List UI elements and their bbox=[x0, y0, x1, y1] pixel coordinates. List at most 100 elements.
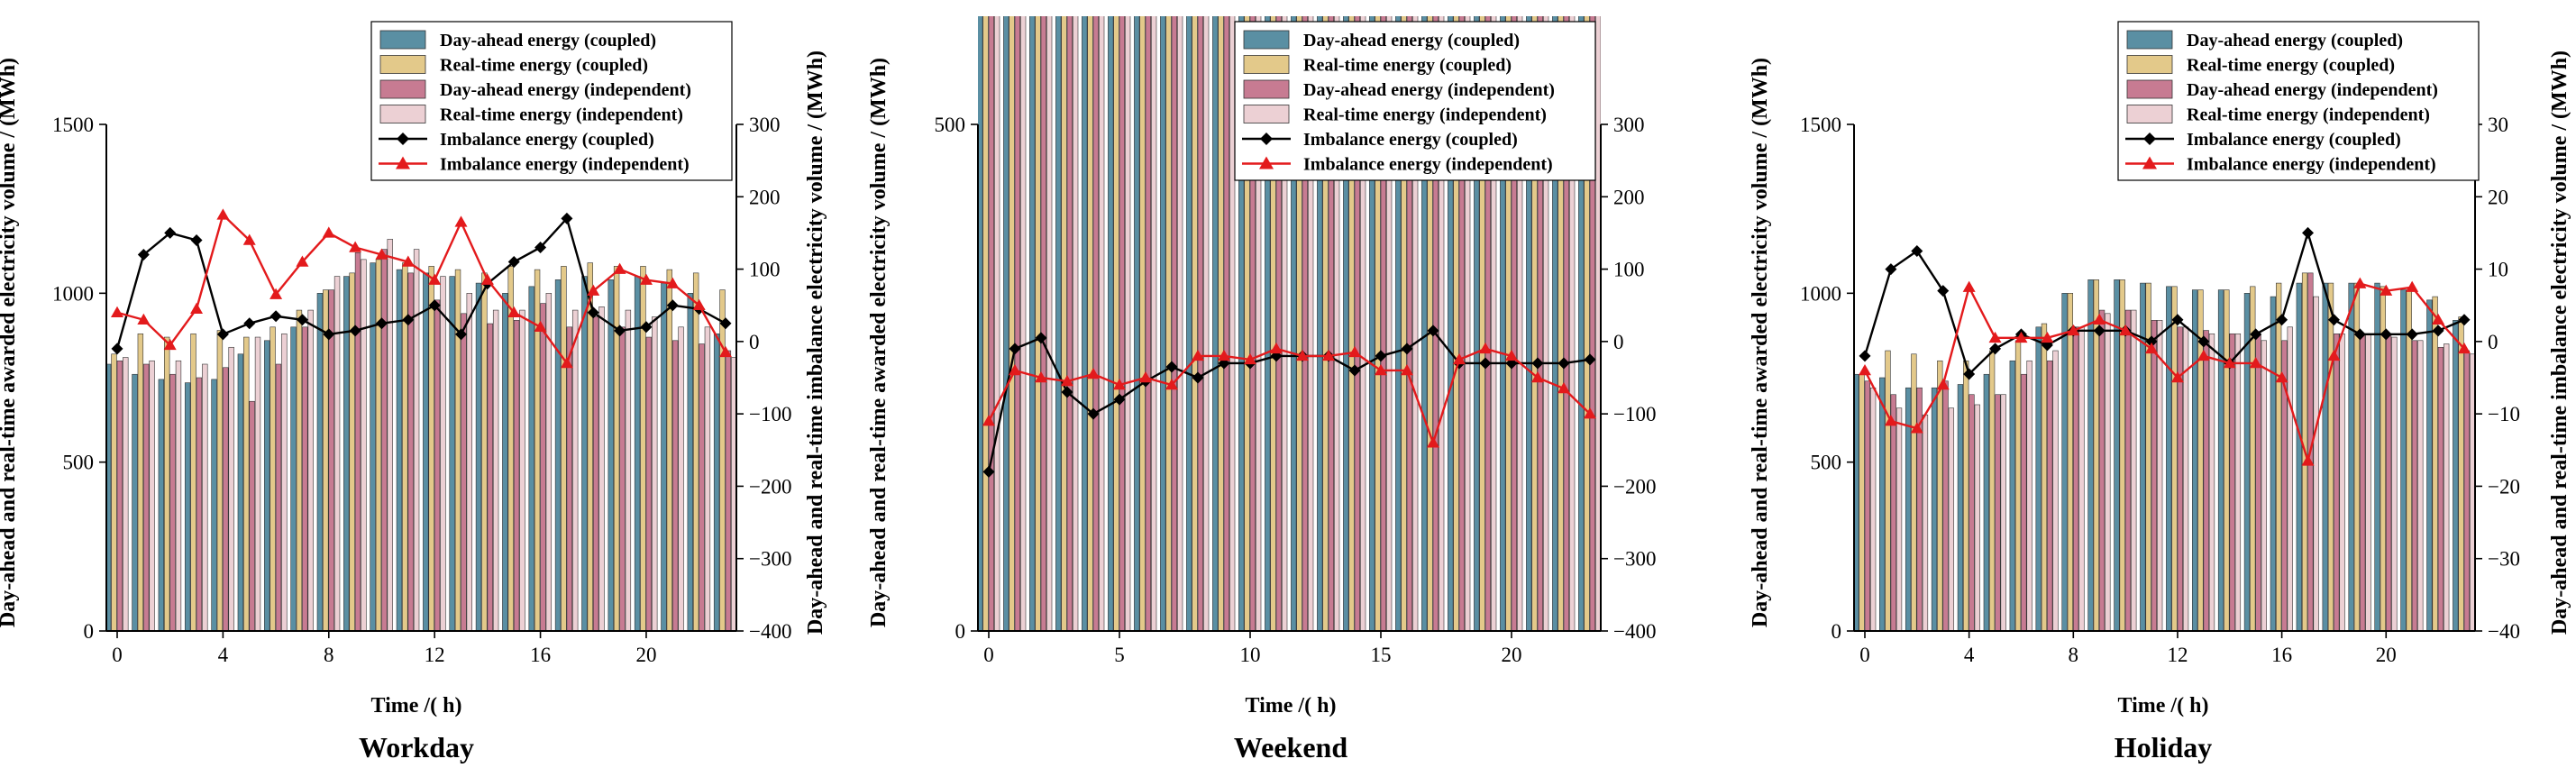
bar bbox=[1108, 16, 1114, 631]
bar bbox=[513, 320, 520, 631]
y2-tick-label: −300 bbox=[749, 548, 791, 571]
data-point bbox=[666, 277, 680, 288]
bar bbox=[1066, 16, 1073, 631]
data-point bbox=[1087, 407, 1100, 420]
bar bbox=[466, 293, 472, 631]
bar bbox=[106, 363, 112, 631]
data-point bbox=[1884, 415, 1897, 426]
y2-tick-label: −30 bbox=[2488, 548, 2520, 571]
x-tick-label: 4 bbox=[218, 644, 229, 666]
data-point bbox=[719, 345, 732, 358]
data-point bbox=[1937, 285, 1950, 297]
bar bbox=[1412, 16, 1419, 631]
bar bbox=[1543, 16, 1549, 631]
data-point bbox=[1322, 349, 1335, 361]
data-point bbox=[2353, 328, 2366, 341]
bar bbox=[1537, 16, 1543, 631]
data-point bbox=[2275, 371, 2288, 383]
bar bbox=[1531, 16, 1538, 631]
bar bbox=[249, 400, 255, 631]
data-point bbox=[1531, 371, 1544, 383]
bar bbox=[2296, 282, 2302, 631]
data-point bbox=[2093, 313, 2106, 325]
y-tick-label: 0 bbox=[84, 620, 95, 643]
data-point bbox=[1885, 263, 1897, 276]
bar bbox=[1931, 387, 1938, 631]
y-tick-label: 500 bbox=[1811, 452, 1842, 474]
bar bbox=[2131, 309, 2137, 631]
bar bbox=[692, 272, 699, 631]
bar bbox=[598, 306, 605, 631]
legend-swatch bbox=[1243, 79, 1290, 99]
bar bbox=[2166, 286, 2172, 631]
bar bbox=[175, 360, 182, 631]
bar bbox=[2021, 373, 2027, 631]
bar bbox=[2453, 320, 2459, 631]
bar bbox=[307, 309, 314, 631]
x-axis-label: Time /( h) bbox=[371, 694, 462, 718]
bar bbox=[1988, 350, 1996, 631]
line-series-group bbox=[982, 325, 1596, 478]
x-tick-label: 16 bbox=[2271, 644, 2292, 666]
bar bbox=[1145, 16, 1151, 631]
y2-tick-label: 200 bbox=[1613, 186, 1645, 208]
data-point bbox=[137, 249, 150, 261]
bar bbox=[1029, 16, 1036, 631]
data-point bbox=[1139, 371, 1152, 383]
bar bbox=[1203, 16, 1210, 631]
y2-tick-label: −400 bbox=[749, 620, 791, 643]
bar bbox=[343, 276, 350, 631]
data-point bbox=[1244, 352, 1256, 365]
bar bbox=[1969, 394, 1975, 631]
bar bbox=[216, 330, 224, 631]
bar bbox=[1491, 16, 1497, 631]
y-axis-label: Day-ahead and real-time awarded electric… bbox=[1749, 58, 1772, 627]
bar bbox=[2124, 309, 2132, 631]
data-point bbox=[163, 338, 177, 351]
bar bbox=[2458, 316, 2464, 631]
bar bbox=[1249, 16, 1256, 631]
legend-label: Real-time energy (independent) bbox=[2187, 105, 2430, 125]
bar bbox=[2224, 289, 2230, 631]
bar bbox=[1046, 16, 1053, 631]
data-point bbox=[1963, 368, 1976, 380]
bar bbox=[1369, 16, 1375, 631]
data-point bbox=[190, 233, 203, 246]
bar bbox=[1055, 16, 1062, 631]
bar bbox=[2035, 326, 2042, 631]
legend-label: Real-time energy (coupled) bbox=[1303, 56, 1512, 76]
y2-tick-label: −200 bbox=[749, 475, 791, 498]
y-tick-label: 0 bbox=[955, 620, 966, 643]
bar bbox=[1421, 16, 1428, 631]
x-tick-label: 8 bbox=[324, 644, 334, 666]
bar bbox=[1282, 16, 1288, 631]
legend-swatch bbox=[379, 55, 426, 74]
data-point bbox=[454, 215, 468, 227]
data-point bbox=[1962, 280, 1976, 292]
bar bbox=[671, 340, 679, 631]
bar bbox=[2250, 286, 2256, 631]
y-tick-label: 1500 bbox=[52, 114, 94, 136]
data-point bbox=[2197, 349, 2210, 361]
bar bbox=[1406, 16, 1412, 631]
bar bbox=[592, 316, 599, 631]
y2-axis-label: Day-ahead and real-time imbalance electr… bbox=[2548, 50, 2571, 635]
data-point bbox=[243, 317, 256, 330]
bar bbox=[137, 333, 144, 631]
bar bbox=[2243, 293, 2251, 631]
data-point bbox=[982, 465, 995, 478]
legend-label: Imbalance energy (coupled) bbox=[440, 130, 654, 150]
bar bbox=[1983, 373, 1989, 631]
bar bbox=[1165, 16, 1172, 631]
bar bbox=[1552, 16, 1558, 631]
bar bbox=[1895, 407, 1903, 631]
data-point bbox=[2276, 314, 2288, 326]
bar bbox=[2313, 296, 2319, 631]
data-point bbox=[375, 317, 388, 330]
bar bbox=[169, 373, 176, 631]
data-point bbox=[1218, 349, 1230, 361]
bar bbox=[164, 336, 170, 631]
legend-marker bbox=[2142, 156, 2157, 169]
data-point bbox=[111, 343, 123, 355]
bar bbox=[507, 266, 514, 631]
